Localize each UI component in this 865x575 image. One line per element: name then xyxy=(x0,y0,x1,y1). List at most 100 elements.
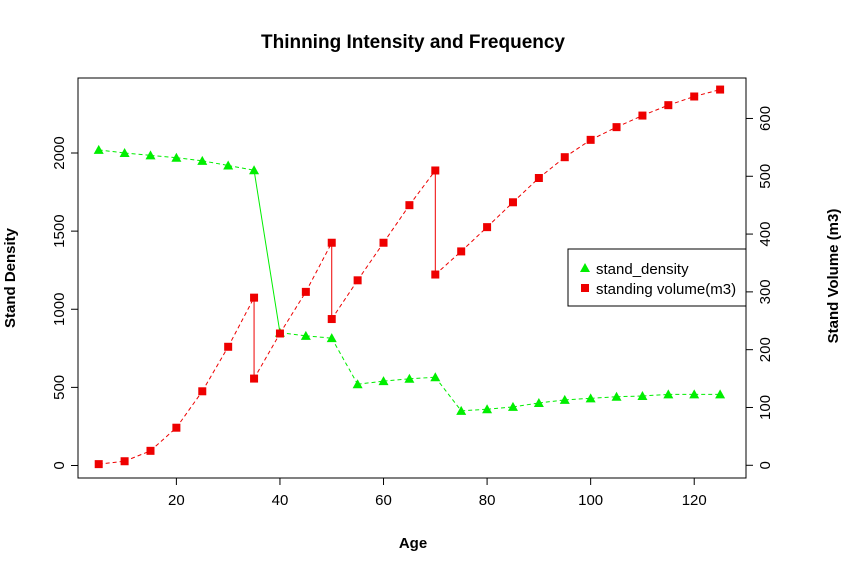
data-point-square xyxy=(716,85,725,94)
data-point-square xyxy=(690,92,699,101)
series-line-segment xyxy=(150,154,177,159)
legend-box xyxy=(567,248,747,307)
x-axis-label: Age xyxy=(399,535,427,552)
series-line-segment xyxy=(253,170,281,333)
data-point-triangle xyxy=(145,150,156,160)
data-point-square xyxy=(94,460,103,469)
y-tick-label: 2000 xyxy=(51,136,68,169)
y2-tick-label: 0 xyxy=(757,461,774,469)
data-point-square xyxy=(327,315,336,324)
series-line-segment xyxy=(253,333,281,379)
series-line-segment xyxy=(434,251,462,275)
series-line-segment xyxy=(279,332,306,337)
y-tick-label: 500 xyxy=(51,375,68,400)
y-axis-right: 0 100 200 300 400 500 600 xyxy=(746,106,774,469)
data-point-triangle xyxy=(637,390,648,400)
data-point-triangle xyxy=(249,165,260,175)
series-layer xyxy=(93,85,726,469)
data-point-square xyxy=(172,423,181,432)
series-line-segment xyxy=(486,201,514,228)
series-line-segment xyxy=(512,402,539,408)
y2-tick-label: 600 xyxy=(757,106,774,131)
series-line-segment xyxy=(305,242,333,293)
y2-tick-label: 100 xyxy=(757,395,774,420)
data-point-triangle xyxy=(300,330,311,340)
x-tick-label: 20 xyxy=(168,492,185,509)
series-line-segment xyxy=(331,337,359,385)
series-line-segment xyxy=(202,160,229,166)
series-line-segment xyxy=(642,104,669,117)
y2-tick-label: 400 xyxy=(757,222,774,247)
series-line-segment xyxy=(538,399,565,404)
data-point-triangle xyxy=(715,389,726,399)
data-point-square xyxy=(431,166,440,175)
data-point-triangle xyxy=(559,394,570,404)
legend: stand_density standing volume(m3) xyxy=(567,248,747,307)
data-point-square xyxy=(379,238,388,247)
data-point-square xyxy=(638,111,647,120)
series-line-segment xyxy=(357,242,384,281)
series-line-segment xyxy=(564,397,591,401)
x-tick-label: 120 xyxy=(682,492,707,509)
data-point-triangle xyxy=(663,389,674,399)
series-line-segment xyxy=(616,115,643,128)
series-line-segment xyxy=(694,89,721,97)
data-point-square xyxy=(508,198,517,207)
series-standing-volume xyxy=(94,85,725,469)
data-point-square xyxy=(483,223,492,232)
data-point-square xyxy=(431,270,440,279)
data-point-square xyxy=(586,135,595,144)
series-line-segment xyxy=(564,139,591,158)
series-line-segment xyxy=(176,157,203,162)
x-tick-label: 80 xyxy=(479,492,496,509)
data-point-square xyxy=(664,101,673,110)
data-point-square xyxy=(353,276,362,285)
series-line-segment xyxy=(201,346,229,392)
y2-axis-label: Stand Volume (m3) xyxy=(825,209,842,344)
data-point-square xyxy=(534,174,543,182)
x-tick-label: 60 xyxy=(375,492,392,509)
y-tick-label: 1500 xyxy=(51,214,68,247)
series-line-segment xyxy=(175,391,203,429)
legend-triangle-marker xyxy=(580,263,590,272)
series-line-segment xyxy=(668,96,695,106)
data-point-square xyxy=(250,374,259,383)
y-axis-label: Stand Density xyxy=(2,227,19,328)
series-line-segment xyxy=(331,280,359,320)
data-point-square xyxy=(198,387,207,396)
data-point-triangle xyxy=(326,333,337,343)
data-point-triangle xyxy=(456,405,467,415)
series-line-segment xyxy=(512,177,540,203)
y-tick-label: 1000 xyxy=(51,293,68,326)
data-point-square xyxy=(301,287,310,296)
data-point-triangle xyxy=(533,398,544,407)
data-point-triangle xyxy=(93,144,104,154)
series-line-segment xyxy=(305,335,332,339)
series-line-segment xyxy=(409,170,436,206)
series-line-segment xyxy=(409,376,436,380)
data-point-square xyxy=(275,329,284,338)
series-line-segment xyxy=(279,291,307,334)
data-point-triangle xyxy=(430,372,441,382)
data-point-square xyxy=(457,247,466,256)
series-line-segment xyxy=(357,380,384,385)
series-line-segment xyxy=(228,165,255,171)
data-point-square xyxy=(327,238,336,247)
plot-frame xyxy=(77,77,747,479)
y2-tick-label: 500 xyxy=(757,164,774,189)
series-line-segment xyxy=(383,204,410,244)
series-line-segment xyxy=(590,396,617,399)
series-line-segment xyxy=(98,460,125,465)
series-line-segment xyxy=(150,427,177,452)
legend-label-standing-volume: standing volume(m3) xyxy=(596,281,736,298)
data-point-triangle xyxy=(223,160,234,170)
series-line-segment xyxy=(434,376,462,412)
y-tick-label: 0 xyxy=(51,461,68,469)
data-point-triangle xyxy=(507,401,518,411)
data-point-triangle xyxy=(197,155,208,165)
series-line-segment xyxy=(124,450,151,462)
chart-title: Thinning Intensity and Frequency xyxy=(261,32,565,53)
y2-tick-label: 300 xyxy=(757,279,774,304)
y-axis-left: 0 500 1000 1500 2000 xyxy=(51,136,78,470)
